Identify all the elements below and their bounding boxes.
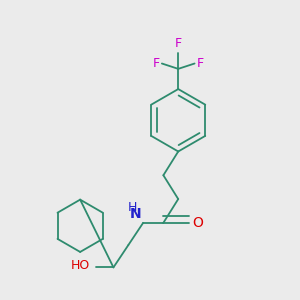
Text: O: O xyxy=(192,216,203,230)
Text: H: H xyxy=(128,201,137,214)
Text: F: F xyxy=(197,57,204,70)
Text: N: N xyxy=(130,207,142,221)
Text: HO: HO xyxy=(70,260,90,272)
Text: F: F xyxy=(152,57,160,70)
Text: F: F xyxy=(175,38,182,50)
